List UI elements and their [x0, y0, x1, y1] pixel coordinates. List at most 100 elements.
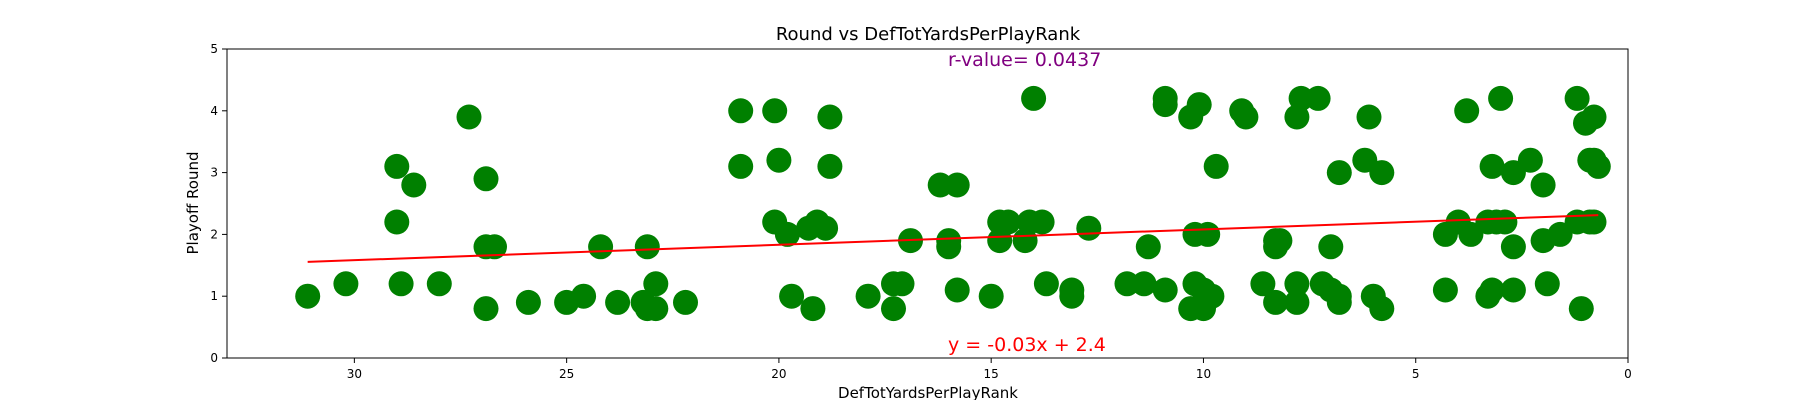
scatter-point	[1369, 296, 1395, 322]
scatter-point	[473, 166, 499, 192]
points-layer	[295, 85, 1611, 322]
x-tick-label: 20	[771, 367, 786, 381]
scatter-point	[1152, 277, 1178, 303]
scatter-point	[762, 98, 788, 124]
scatter-point	[1581, 209, 1607, 235]
scatter-point	[1263, 289, 1289, 315]
scatter-point	[1195, 221, 1221, 247]
scatter-point	[1267, 228, 1293, 254]
scatter-point	[1585, 153, 1611, 179]
scatter-point	[388, 271, 414, 297]
scatter-point	[643, 296, 669, 322]
scatter-point	[384, 153, 410, 179]
scatter-point	[779, 283, 805, 309]
scatter-point	[1135, 234, 1161, 260]
x-ticks: 30 25 20 15 10 5 0	[347, 358, 1632, 381]
scatter-point	[1356, 104, 1382, 130]
scatter-point	[605, 289, 631, 315]
scatter-point	[1432, 277, 1458, 303]
scatter-point	[1284, 271, 1310, 297]
regression-equation-annotation: y = -0.03x + 2.4	[948, 334, 1106, 356]
scatter-point	[1284, 289, 1310, 315]
scatter-point	[978, 283, 1004, 309]
x-tick-label: 0	[1624, 367, 1632, 381]
scatter-point	[1186, 92, 1212, 118]
scatter-point	[1059, 283, 1085, 309]
scatter-point	[473, 296, 499, 322]
r-value-annotation: r-value= 0.0437	[948, 49, 1101, 71]
scatter-point	[1492, 209, 1518, 235]
scatter-point	[1305, 85, 1331, 111]
scatter-point	[1233, 104, 1259, 130]
scatter-point	[401, 172, 427, 198]
x-tick-label: 10	[1196, 367, 1211, 381]
scatter-point	[482, 234, 507, 260]
scatter-point	[995, 209, 1021, 235]
scatter-point	[634, 234, 660, 260]
scatter-point	[1581, 104, 1607, 130]
scatter-point	[673, 289, 698, 315]
y-tick-label: 2	[210, 227, 218, 241]
scatter-point	[1369, 160, 1395, 186]
scatter-point	[456, 104, 482, 130]
scatter-point	[987, 228, 1013, 254]
scatter-point	[813, 215, 839, 241]
scatter-point	[1517, 147, 1543, 173]
y-tick-label: 0	[210, 351, 218, 365]
scatter-point	[766, 147, 792, 173]
scatter-point	[1326, 160, 1352, 186]
scatter-point	[1076, 215, 1102, 241]
scatter-point	[588, 234, 614, 260]
scatter-point	[728, 98, 754, 124]
scatter-point	[1530, 172, 1556, 198]
scatter-point	[944, 172, 970, 198]
scatter-point	[1318, 234, 1344, 260]
scatter-point	[774, 221, 800, 247]
scatter-point	[1029, 209, 1055, 235]
scatter-point	[384, 209, 410, 235]
x-tick-label: 5	[1412, 367, 1420, 381]
scatter-point	[1454, 98, 1480, 124]
scatter-point	[936, 234, 962, 260]
scatter-point	[1534, 271, 1560, 297]
scatter-point	[944, 277, 970, 303]
scatter-point	[1564, 85, 1590, 111]
scatter-point	[1500, 234, 1526, 260]
scatter-point	[1479, 277, 1505, 303]
scatter-point	[1500, 277, 1526, 303]
y-axis-label: Playoff Round	[184, 151, 202, 254]
scatter-point	[1488, 85, 1514, 111]
scatter-point	[295, 283, 321, 309]
x-tick-label: 15	[984, 367, 999, 381]
scatter-point	[1203, 153, 1229, 179]
scatter-point	[1284, 104, 1310, 130]
scatter-point	[855, 283, 881, 309]
y-tick-label: 1	[210, 289, 218, 303]
scatter-point	[426, 271, 452, 297]
scatter-point	[1012, 228, 1038, 254]
scatter-point	[1568, 296, 1594, 322]
scatter-point	[1021, 85, 1047, 111]
scatter-point	[1033, 271, 1059, 297]
scatter-point	[1199, 283, 1225, 309]
y-tick-label: 3	[210, 166, 218, 180]
y-tick-label: 5	[210, 42, 218, 56]
scatter-point	[1131, 271, 1157, 297]
regression-line	[307, 214, 1599, 263]
scatter-point	[1326, 289, 1352, 315]
y-ticks: 0 1 2 3 4 5	[210, 42, 227, 365]
scatter-point	[728, 153, 754, 179]
scatter-point	[817, 153, 843, 179]
scatter-point	[1152, 92, 1178, 118]
x-tick-label: 25	[559, 367, 574, 381]
scatter-point	[571, 283, 597, 309]
scatter-point	[800, 296, 826, 322]
plot-frame	[226, 48, 1629, 359]
scatter-point	[817, 104, 843, 130]
scatter-point	[643, 271, 669, 297]
x-axis-label: DefTotYardsPerPlayRank	[838, 384, 1018, 400]
regression-line-layer	[307, 214, 1599, 263]
scatter-point	[515, 289, 541, 315]
scatter-point	[1479, 153, 1505, 179]
